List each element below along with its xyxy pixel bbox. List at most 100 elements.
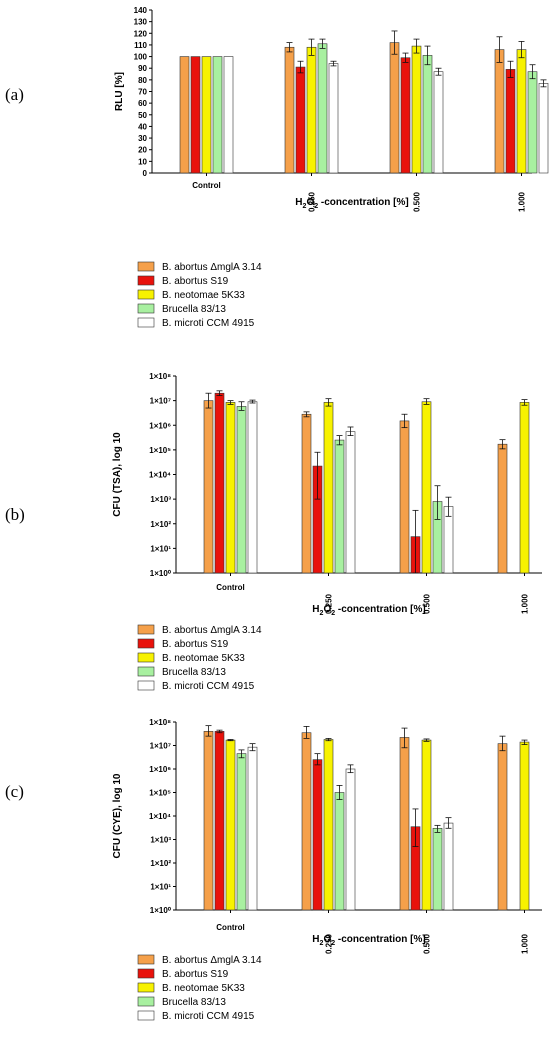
y-tick-label: 1×10³ [150,495,171,504]
bar [400,57,411,174]
bar [497,743,508,911]
legend-swatch [137,652,155,663]
bar [306,46,317,174]
bar [527,71,538,174]
legend-swatch [137,317,155,328]
y-axis-title: CFU (TSA), log 10 [112,432,123,517]
bar [214,731,225,911]
legend-label: B. microti CCM 4915 [162,681,255,692]
x-axis-title-part: O [306,197,314,208]
legend-swatch [137,666,155,677]
legend-label: B. microti CCM 4915 [162,1011,255,1022]
y-tick-label: 80 [138,76,147,85]
bar [214,392,225,574]
legend-swatch [137,275,155,286]
y-tick-label: 60 [138,99,147,108]
y-tick-label: 30 [138,134,147,143]
y-tick-label: 1×10⁶ [149,421,171,430]
y-tick-label: 140 [134,6,148,15]
x-axis-title-part: 2 [331,940,335,947]
legend-label: B. abortus ΔmglA 3.14 [162,955,262,966]
bar [497,443,508,574]
legend-swatch [137,968,155,979]
y-tick-label: 130 [134,18,148,27]
x-axis-title-part: 2 [320,940,324,947]
x-tick-label: 1.000 [521,933,530,954]
bar [247,746,258,911]
bar [334,439,345,574]
y-tick-label: 20 [138,146,147,155]
bar [443,822,454,911]
bar [421,401,432,574]
bar [225,402,236,574]
x-axis-title: H2O2 -concentration [%] [295,197,408,210]
legend-swatch [137,289,155,300]
legend: B. abortus ΔmglA 3.14 B. abortus S19 B. ne… [137,624,262,692]
legend-label: B. microti CCM 4915 [162,318,255,329]
x-axis-title-part: -concentration [%] [335,934,426,945]
bar [421,739,432,911]
x-axis-title-part: H [312,934,319,945]
x-axis-title: H2O2 -concentration [%] [312,934,425,947]
bar [399,420,410,574]
x-tick-label: 0.250 [308,191,317,212]
bar [301,732,312,911]
x-axis-title-part: 2 [331,610,335,617]
bar [494,49,505,174]
bar [433,71,444,174]
bar [323,739,334,911]
x-tick-label: 0.250 [325,933,334,954]
legend-label: B. abortus ΔmglA 3.14 [162,262,262,273]
y-tick-label: 1×10⁷ [150,397,171,406]
legend-label: Brucella 83/13 [162,667,226,678]
bar [389,42,400,174]
y-tick-label: 70 [138,88,147,97]
legend-label: B. abortus S19 [162,969,229,980]
y-tick-label: 1×10⁸ [149,718,171,727]
bar [399,737,410,911]
x-tick-label: 0.500 [423,593,432,614]
x-axis-title-part: 2 [303,203,307,210]
legend-swatch [137,1010,155,1021]
bar [312,759,323,911]
bar [247,401,258,574]
bar [236,406,247,574]
x-axis-title-part: O [323,934,331,945]
y-tick-label: 1×10⁸ [149,372,171,381]
bar [538,83,549,174]
bar [323,402,334,574]
bar [345,431,356,574]
legend: B. abortus ΔmglA 3.14 B. abortus S19 B. ne… [137,954,262,1022]
legend-swatch [137,638,155,649]
legend-label: B. abortus ΔmglA 3.14 [162,625,262,636]
bar [203,731,214,911]
bar [301,413,312,574]
x-tick-label: 1.000 [518,191,527,212]
x-axis-title-part: 2 [320,610,324,617]
legend-label: Brucella 83/13 [162,304,226,315]
x-tick-label: Control [216,583,244,592]
bar [295,66,306,174]
legend-swatch [137,982,155,993]
y-tick-label: 40 [138,122,147,131]
y-tick-label: 1×10¹ [150,883,171,892]
y-tick-label: 1×10⁵ [149,789,171,798]
y-tick-label: 0 [143,169,148,178]
x-tick-label: Control [192,181,220,190]
x-axis-title-part: H [295,197,302,208]
bar [223,56,234,174]
y-tick-label: 90 [138,64,147,73]
bar [519,402,530,574]
x-tick-label: Control [216,923,244,932]
bar [179,56,190,174]
y-axis-title: RLU [%] [114,72,125,111]
x-axis-title-part: 2 [314,203,318,210]
y-tick-label: 1×10² [150,520,171,529]
y-tick-label: 1×10⁰ [150,906,172,915]
y-tick-label: 1×10¹ [150,544,171,553]
y-tick-label: 1×10⁷ [150,742,171,751]
x-axis-title-part: O [323,604,331,615]
legend-label: B. neotomae 5K33 [162,653,245,664]
bar [334,792,345,911]
